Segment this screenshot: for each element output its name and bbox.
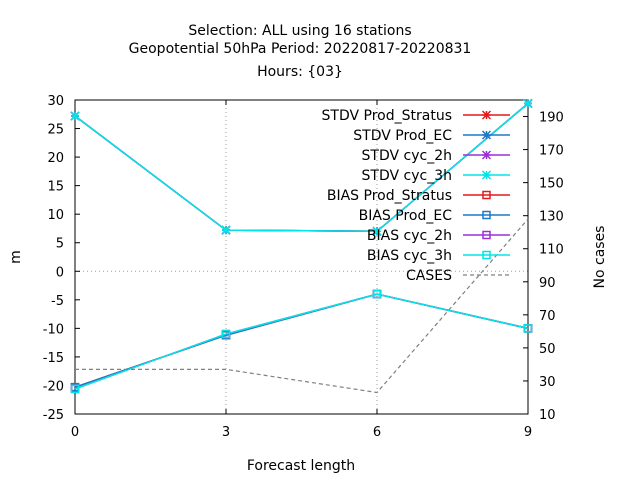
legend-item-bias-prod-stratus: BIAS Prod_Stratus [327, 188, 510, 204]
legend-marker [482, 210, 491, 220]
y2-tick-label: 70 [539, 309, 556, 324]
legend-item-bias-cyc-3h: BIAS cyc_3h [367, 248, 510, 264]
legend-marker [482, 230, 491, 240]
legend-marker [482, 250, 491, 260]
legend-label: CASES [406, 268, 452, 284]
series-line-bias-cyc-3h [74, 293, 529, 390]
y-tick-label: 30 [47, 94, 64, 109]
y2-tick-label: 90 [539, 276, 556, 291]
series-line-stdv-cyc-3h [74, 102, 529, 233]
x-axis-label: Forecast length [247, 458, 355, 474]
legend: STDV Prod_Stratus STDV Prod_EC STDV cyc_2h… [322, 108, 510, 284]
y2-tick-label: 50 [539, 342, 556, 357]
legend-marker [481, 130, 492, 140]
data-point-bias-cyc-3h [221, 329, 231, 339]
series-bias-cyc-3h [70, 289, 533, 394]
series-line-cases [75, 218, 529, 394]
series-layer [70, 98, 533, 394]
series-stdv-prod-stratus [70, 98, 533, 236]
legend-item-stdv-cyc-2h: STDV cyc_2h [362, 148, 510, 164]
series-stdv-cyc-2h [70, 98, 533, 236]
y2-tick-label: 150 [539, 177, 564, 192]
series-bias-prod-ec [70, 289, 533, 392]
y2-tick-label: 30 [539, 375, 556, 390]
legend-label: STDV cyc_2h [362, 148, 452, 164]
series-line-bias-prod-stratus [74, 293, 529, 388]
series-line-bias-prod-ec [74, 293, 529, 388]
grid-lines [75, 100, 528, 414]
x-tick-label: 6 [373, 425, 381, 440]
legend-label: BIAS cyc_3h [367, 248, 452, 264]
y-tick-label: 5 [56, 237, 64, 252]
y-tick-label: 15 [47, 180, 64, 195]
legend-item-stdv-prod-ec: STDV Prod_EC [353, 128, 510, 144]
chart-title-line-1: Selection: ALL using 16 stations [188, 23, 411, 39]
x-tick-label: 3 [222, 425, 230, 440]
y2-tick-label: 130 [539, 210, 564, 225]
chart-title-line-2: Geopotential 50hPa Period: 20220817-2022… [129, 41, 472, 57]
legend-label: STDV Prod_EC [353, 128, 452, 144]
legend-item-stdv-prod-stratus: STDV Prod_Stratus [322, 108, 510, 124]
legend-label: BIAS Prod_Stratus [327, 188, 452, 204]
y-axis-label: m [8, 250, 24, 264]
series-stdv-cyc-3h [70, 98, 533, 236]
legend-label: BIAS Prod_EC [359, 208, 453, 224]
legend-marker [481, 170, 492, 180]
y2-tick-label: 110 [539, 243, 564, 258]
plot-area-border [74, 99, 529, 415]
data-point-stdv-cyc-3h [372, 226, 382, 236]
legend-marker [481, 150, 492, 160]
x-tick-label: 9 [524, 425, 532, 440]
legend-item-bias-prod-ec: BIAS Prod_EC [359, 208, 510, 224]
chart-title-line-3: Hours: {03} [257, 64, 343, 80]
y-tick-label: -5 [51, 294, 64, 309]
legend-item-stdv-cyc-3h: STDV cyc_3h [362, 168, 510, 184]
data-point-bias-cyc-3h [523, 324, 533, 333]
data-point-stdv-cyc-3h [70, 111, 80, 121]
legend-marker [482, 190, 491, 200]
legend-item-bias-cyc-2h: BIAS cyc_2h [367, 228, 510, 244]
series-bias-cyc-2h [70, 289, 533, 394]
legend-item-cases: CASES [406, 268, 510, 284]
y-tick-label: -10 [43, 322, 64, 337]
series-line-bias-cyc-2h [74, 293, 529, 390]
y2-axis-label: No cases [592, 226, 608, 289]
series-cases [75, 218, 529, 394]
y-tick-label: -25 [43, 408, 64, 423]
y-tick-label: 0 [56, 265, 64, 280]
y-tick-label: -15 [43, 351, 64, 366]
axis-tick-labels: 0 3 6 9302520151050-5-10-15-20-251901701501… [43, 94, 564, 440]
legend-label: BIAS cyc_2h [367, 228, 452, 244]
y2-tick-label: 10 [539, 408, 556, 423]
y-tick-label: -20 [43, 379, 64, 394]
legend-label: STDV cyc_3h [362, 168, 452, 184]
y-tick-label: 20 [47, 151, 64, 166]
series-stdv-prod-ec [70, 98, 533, 236]
legend-label: STDV Prod_Stratus [322, 108, 452, 124]
series-bias-prod-stratus [70, 289, 533, 392]
data-point-stdv-cyc-3h [221, 225, 231, 235]
y-tick-label: 10 [47, 208, 64, 223]
y2-tick-label: 170 [539, 144, 564, 159]
axis-ticks [74, 99, 529, 415]
data-point-bias-cyc-3h [372, 289, 382, 299]
x-tick-label: 0 [71, 425, 79, 440]
data-point-stdv-cyc-3h [523, 98, 533, 108]
legend-marker [481, 110, 492, 120]
data-point-bias-cyc-3h [70, 384, 80, 394]
y-tick-label: 25 [47, 123, 64, 138]
y2-tick-label: 190 [539, 111, 564, 126]
